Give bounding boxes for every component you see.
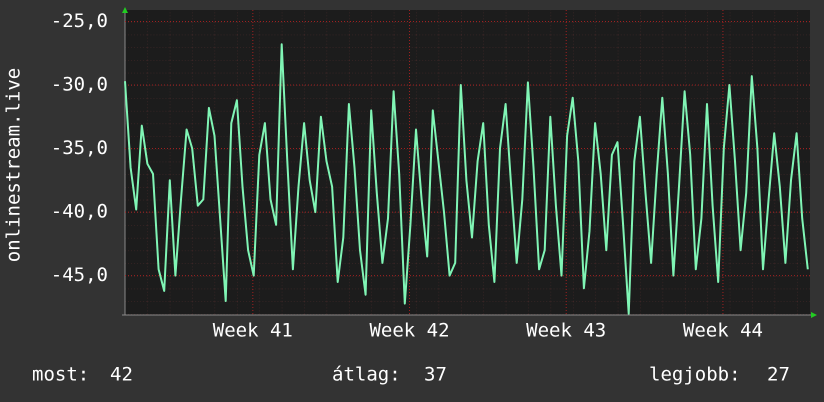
summary-value: 42 [110, 364, 133, 386]
y-tick-label: -35,0 [51, 137, 108, 159]
y-tick-label: -45,0 [51, 264, 108, 286]
summary-label: legjobb: [649, 364, 741, 386]
x-tick-label: Week 44 [683, 320, 763, 342]
y-tick-label: -30,0 [51, 73, 108, 95]
data-line [124, 43, 809, 315]
x-tick-label: Week 43 [526, 320, 606, 342]
x-arrow [811, 312, 817, 318]
y-tick-label: -40,0 [51, 201, 108, 223]
summary-label: most: [32, 364, 89, 386]
y-tick-label: -25,0 [51, 10, 108, 32]
y-arrow [122, 7, 128, 13]
minor-grid [125, 10, 810, 315]
summary-label: átlag: [332, 364, 401, 386]
x-tick-label: Week 41 [213, 320, 293, 342]
summary-value: 37 [424, 364, 447, 386]
x-tick-label: Week 42 [369, 320, 449, 342]
summary-value: 27 [767, 364, 790, 386]
y-axis-label: onlinestream.live [3, 68, 25, 262]
